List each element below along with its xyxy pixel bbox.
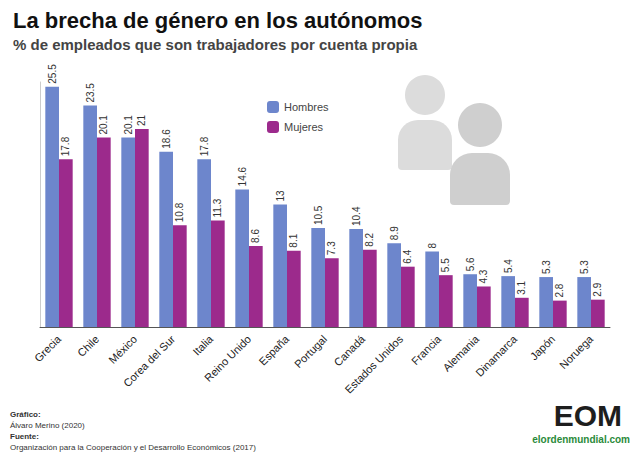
svg-text:8.1: 8.1 (288, 233, 299, 247)
svg-text:España: España (256, 332, 291, 367)
svg-text:8.9: 8.9 (389, 226, 400, 240)
svg-text:8.6: 8.6 (250, 229, 261, 243)
svg-text:25.5: 25.5 (47, 64, 58, 84)
svg-text:Mujeres: Mujeres (284, 121, 324, 133)
svg-text:EOM: EOM (554, 399, 622, 432)
svg-text:7.3: 7.3 (326, 241, 337, 255)
svg-text:10.8: 10.8 (174, 202, 185, 222)
svg-text:México: México (106, 333, 139, 366)
svg-text:Noruega: Noruega (557, 332, 596, 371)
svg-text:Alemania: Alemania (440, 332, 482, 374)
svg-text:11.3: 11.3 (212, 198, 223, 217)
svg-text:20.1: 20.1 (98, 115, 109, 135)
svg-text:5.3: 5.3 (541, 260, 552, 274)
svg-text:3.1: 3.1 (516, 280, 527, 294)
svg-text:8.2: 8.2 (364, 232, 375, 246)
svg-text:5.6: 5.6 (465, 257, 476, 271)
svg-text:8: 8 (427, 243, 438, 249)
svg-text:% de empleados que son trabaja: % de empleados que son trabajadores por … (13, 36, 418, 53)
svg-text:13: 13 (275, 190, 286, 202)
svg-text:Canadá: Canadá (332, 332, 368, 368)
svg-text:10.5: 10.5 (313, 205, 324, 225)
svg-text:17.8: 17.8 (60, 136, 71, 156)
svg-text:Chile: Chile (75, 333, 101, 359)
svg-text:Álvaro Merino (2020): Álvaro Merino (2020) (10, 421, 85, 430)
svg-text:5.3: 5.3 (579, 260, 590, 274)
svg-text:Italia: Italia (190, 332, 216, 358)
svg-text:elordenmundial.com: elordenmundial.com (532, 434, 630, 445)
svg-text:5.5: 5.5 (440, 258, 451, 272)
svg-text:18.6: 18.6 (161, 129, 172, 149)
svg-text:Organización para la Cooperaci: Organización para la Cooperación y el De… (10, 443, 256, 452)
svg-text:6.4: 6.4 (402, 249, 413, 263)
svg-text:21: 21 (136, 115, 147, 127)
svg-text:Estados Unidos: Estados Unidos (342, 332, 405, 395)
svg-text:2.8: 2.8 (554, 283, 565, 297)
svg-text:Portugal: Portugal (292, 333, 329, 370)
svg-text:Francia: Francia (409, 332, 444, 367)
svg-text:4.3: 4.3 (478, 269, 489, 283)
svg-text:23.5: 23.5 (85, 83, 96, 103)
svg-text:Japón: Japón (528, 333, 558, 363)
svg-text:10.4: 10.4 (351, 206, 362, 226)
svg-text:20.1: 20.1 (123, 115, 134, 135)
svg-text:La brecha de género en los aut: La brecha de género en los autónomos (13, 8, 423, 33)
svg-text:Fuente:: Fuente: (10, 432, 39, 441)
svg-text:14.6: 14.6 (237, 167, 248, 187)
svg-text:Reino Unido: Reino Unido (202, 333, 253, 384)
svg-text:Dinamarca: Dinamarca (473, 332, 520, 379)
svg-text:2.9: 2.9 (592, 282, 603, 296)
svg-text:Corea del Sur: Corea del Sur (121, 333, 178, 390)
svg-text:Hombres: Hombres (284, 101, 329, 113)
svg-text:Grecia: Grecia (32, 332, 64, 364)
svg-text:17.8: 17.8 (199, 136, 210, 156)
svg-text:Gráfico:: Gráfico: (10, 410, 41, 419)
svg-text:5.4: 5.4 (503, 259, 514, 273)
